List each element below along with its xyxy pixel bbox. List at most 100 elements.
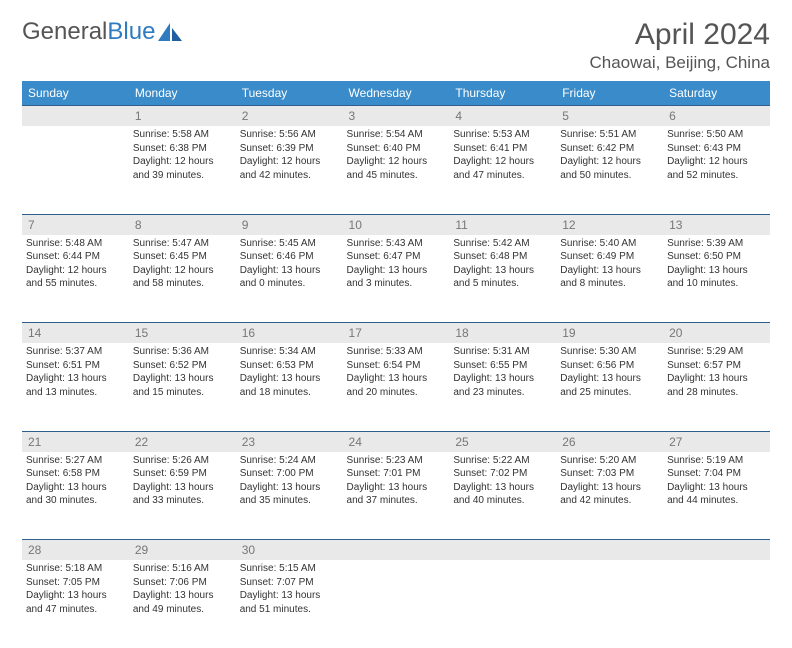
day-details: Sunrise: 5:43 AMSunset: 6:47 PMDaylight:… [347,237,446,291]
day-cell: Sunrise: 5:33 AMSunset: 6:54 PMDaylight:… [343,343,450,431]
day-cell: Sunrise: 5:40 AMSunset: 6:49 PMDaylight:… [556,235,663,323]
day-details: Sunrise: 5:37 AMSunset: 6:51 PMDaylight:… [26,345,125,399]
calendar-table: SundayMondayTuesdayWednesdayThursdayFrid… [22,81,770,648]
day-cell: Sunrise: 5:42 AMSunset: 6:48 PMDaylight:… [449,235,556,323]
day-number: 24 [343,431,450,452]
day-number: 1 [129,106,236,127]
day-cell: Sunrise: 5:54 AMSunset: 6:40 PMDaylight:… [343,126,450,214]
weekday-header: Tuesday [236,81,343,106]
day-cell: Sunrise: 5:27 AMSunset: 6:58 PMDaylight:… [22,452,129,540]
day-number: 25 [449,431,556,452]
day-number: 10 [343,214,450,235]
day-cell: Sunrise: 5:22 AMSunset: 7:02 PMDaylight:… [449,452,556,540]
day-details: Sunrise: 5:18 AMSunset: 7:05 PMDaylight:… [26,562,125,616]
day-number: 28 [22,540,129,561]
day-details: Sunrise: 5:15 AMSunset: 7:07 PMDaylight:… [240,562,339,616]
day-details: Sunrise: 5:50 AMSunset: 6:43 PMDaylight:… [667,128,766,182]
day-details: Sunrise: 5:19 AMSunset: 7:04 PMDaylight:… [667,454,766,508]
day-details: Sunrise: 5:24 AMSunset: 7:00 PMDaylight:… [240,454,339,508]
day-number [343,540,450,561]
day-cell: Sunrise: 5:29 AMSunset: 6:57 PMDaylight:… [663,343,770,431]
day-cell: Sunrise: 5:20 AMSunset: 7:03 PMDaylight:… [556,452,663,540]
logo: GeneralBlue [22,18,183,46]
weekday-header: Monday [129,81,236,106]
weekday-header: Sunday [22,81,129,106]
day-details: Sunrise: 5:58 AMSunset: 6:38 PMDaylight:… [133,128,232,182]
day-number: 15 [129,323,236,344]
daynum-row: 123456 [22,106,770,127]
day-number: 8 [129,214,236,235]
day-cell: Sunrise: 5:24 AMSunset: 7:00 PMDaylight:… [236,452,343,540]
day-details: Sunrise: 5:27 AMSunset: 6:58 PMDaylight:… [26,454,125,508]
day-details: Sunrise: 5:33 AMSunset: 6:54 PMDaylight:… [347,345,446,399]
day-number: 7 [22,214,129,235]
day-number: 14 [22,323,129,344]
day-number: 5 [556,106,663,127]
day-number: 20 [663,323,770,344]
weekday-header: Friday [556,81,663,106]
day-cell: Sunrise: 5:37 AMSunset: 6:51 PMDaylight:… [22,343,129,431]
day-cell [343,560,450,648]
day-details: Sunrise: 5:42 AMSunset: 6:48 PMDaylight:… [453,237,552,291]
day-number [556,540,663,561]
calendar-body: 123456Sunrise: 5:58 AMSunset: 6:38 PMDay… [22,106,770,648]
day-details: Sunrise: 5:51 AMSunset: 6:42 PMDaylight:… [560,128,659,182]
day-cell: Sunrise: 5:47 AMSunset: 6:45 PMDaylight:… [129,235,236,323]
day-number: 27 [663,431,770,452]
logo-text: GeneralBlue [22,18,155,46]
logo-word1: General [22,18,107,45]
day-cell: Sunrise: 5:53 AMSunset: 6:41 PMDaylight:… [449,126,556,214]
day-details: Sunrise: 5:31 AMSunset: 6:55 PMDaylight:… [453,345,552,399]
day-number [449,540,556,561]
day-details: Sunrise: 5:54 AMSunset: 6:40 PMDaylight:… [347,128,446,182]
day-number: 29 [129,540,236,561]
month-title: April 2024 [590,18,771,51]
day-details: Sunrise: 5:39 AMSunset: 6:50 PMDaylight:… [667,237,766,291]
day-content-row: Sunrise: 5:37 AMSunset: 6:51 PMDaylight:… [22,343,770,431]
day-cell: Sunrise: 5:48 AMSunset: 6:44 PMDaylight:… [22,235,129,323]
logo-sail-icon [157,22,183,42]
day-number [22,106,129,127]
day-number: 17 [343,323,450,344]
day-cell: Sunrise: 5:15 AMSunset: 7:07 PMDaylight:… [236,560,343,648]
day-details: Sunrise: 5:29 AMSunset: 6:57 PMDaylight:… [667,345,766,399]
day-details: Sunrise: 5:53 AMSunset: 6:41 PMDaylight:… [453,128,552,182]
weekday-header-row: SundayMondayTuesdayWednesdayThursdayFrid… [22,81,770,106]
day-number: 6 [663,106,770,127]
location: Chaowai, Beijing, China [590,53,771,73]
day-number: 30 [236,540,343,561]
day-content-row: Sunrise: 5:58 AMSunset: 6:38 PMDaylight:… [22,126,770,214]
day-cell [449,560,556,648]
day-details: Sunrise: 5:23 AMSunset: 7:01 PMDaylight:… [347,454,446,508]
day-number: 9 [236,214,343,235]
day-details: Sunrise: 5:48 AMSunset: 6:44 PMDaylight:… [26,237,125,291]
day-number: 21 [22,431,129,452]
day-cell: Sunrise: 5:50 AMSunset: 6:43 PMDaylight:… [663,126,770,214]
day-number: 23 [236,431,343,452]
day-number [663,540,770,561]
day-cell: Sunrise: 5:51 AMSunset: 6:42 PMDaylight:… [556,126,663,214]
day-number: 16 [236,323,343,344]
day-number: 4 [449,106,556,127]
day-content-row: Sunrise: 5:27 AMSunset: 6:58 PMDaylight:… [22,452,770,540]
day-number: 12 [556,214,663,235]
day-number: 2 [236,106,343,127]
day-details: Sunrise: 5:47 AMSunset: 6:45 PMDaylight:… [133,237,232,291]
day-cell: Sunrise: 5:43 AMSunset: 6:47 PMDaylight:… [343,235,450,323]
day-number: 11 [449,214,556,235]
day-content-row: Sunrise: 5:18 AMSunset: 7:05 PMDaylight:… [22,560,770,648]
day-cell: Sunrise: 5:19 AMSunset: 7:04 PMDaylight:… [663,452,770,540]
day-number: 22 [129,431,236,452]
day-content-row: Sunrise: 5:48 AMSunset: 6:44 PMDaylight:… [22,235,770,323]
day-details: Sunrise: 5:20 AMSunset: 7:03 PMDaylight:… [560,454,659,508]
day-cell: Sunrise: 5:36 AMSunset: 6:52 PMDaylight:… [129,343,236,431]
daynum-row: 282930 [22,540,770,561]
day-cell: Sunrise: 5:26 AMSunset: 6:59 PMDaylight:… [129,452,236,540]
daynum-row: 14151617181920 [22,323,770,344]
daynum-row: 21222324252627 [22,431,770,452]
weekday-header: Wednesday [343,81,450,106]
day-cell: Sunrise: 5:30 AMSunset: 6:56 PMDaylight:… [556,343,663,431]
day-details: Sunrise: 5:26 AMSunset: 6:59 PMDaylight:… [133,454,232,508]
day-details: Sunrise: 5:22 AMSunset: 7:02 PMDaylight:… [453,454,552,508]
day-cell: Sunrise: 5:34 AMSunset: 6:53 PMDaylight:… [236,343,343,431]
